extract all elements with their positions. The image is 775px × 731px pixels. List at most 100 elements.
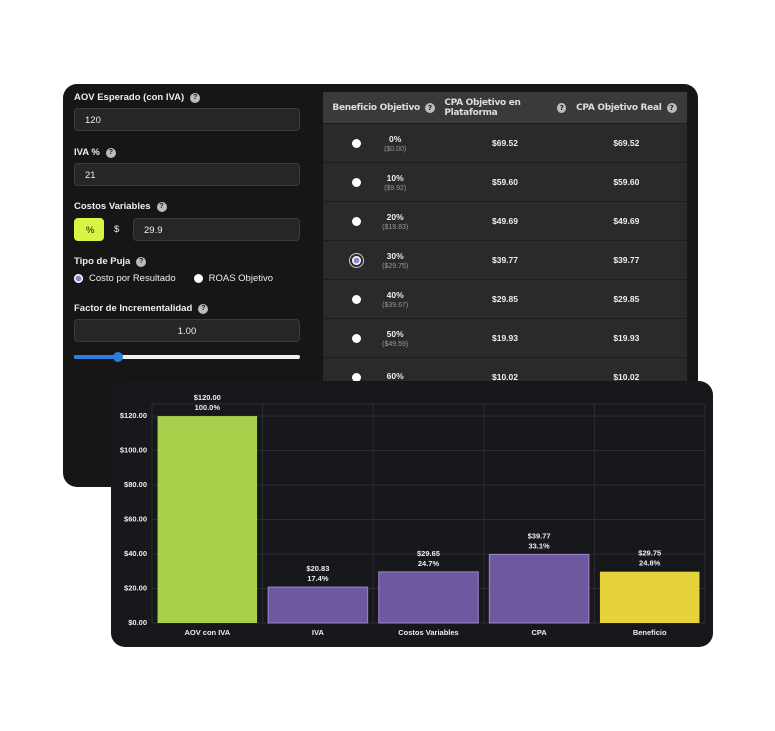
row-radio[interactable] [352, 333, 362, 343]
benefit-amount: ($29.75) [382, 262, 409, 270]
label-text: Factor de Incrementalidad [74, 303, 193, 314]
cpa-real: $29.85 [613, 294, 640, 304]
benefit-percent: 0% [389, 133, 402, 144]
benefit-amount: ($49.59) [382, 340, 409, 348]
cpa-real: $59.60 [613, 177, 640, 187]
label-text: IVA % [74, 147, 100, 158]
bar [267, 586, 369, 624]
table-row[interactable]: 40% ($39.67) $29.85 $29.85 [323, 279, 687, 318]
slider-thumb[interactable] [113, 352, 123, 362]
table-row[interactable]: 20% ($19.83) $49.69 $49.69 [323, 201, 687, 240]
help-icon[interactable]: ? [156, 201, 167, 212]
label-text: AOV Esperado (con IVA) [74, 92, 185, 103]
help-icon[interactable]: ? [136, 256, 147, 267]
benefit-cell: 40% ($39.67) [323, 280, 444, 318]
header-cell: CPA Objetivo Real? [566, 92, 687, 123]
cpa-real: $19.93 [613, 333, 640, 343]
row-radio[interactable] [349, 252, 365, 268]
help-icon[interactable]: ? [557, 102, 566, 113]
cpa-platform: $49.69 [491, 216, 518, 226]
y-tick-label: $20.00 [124, 583, 147, 592]
row-radio[interactable] [352, 372, 362, 382]
benefit-stack: 40% ($39.67) [375, 290, 415, 309]
unit-percent-button[interactable]: % [74, 218, 104, 241]
benefit-percent: 60% [386, 371, 404, 381]
row-radio[interactable] [352, 216, 362, 226]
help-icon[interactable]: ? [105, 147, 116, 158]
share-label: 24.8% [639, 559, 661, 568]
label-text: Tipo de Puja [74, 256, 131, 267]
cpa-platform: $39.77 [491, 255, 518, 265]
bar [599, 571, 700, 623]
table-row[interactable]: 30% ($29.75) $39.77 $39.77 [323, 240, 687, 279]
benefit-percent: 50% [386, 328, 404, 339]
cpa-platform: $19.93 [491, 333, 518, 343]
aov-input[interactable]: 120 [74, 108, 300, 131]
cpa-platform: $10.02 [491, 372, 518, 382]
table-row[interactable]: 10% ($9.92) $59.60 $59.60 [323, 162, 687, 201]
x-tick-label: CPA [531, 628, 547, 637]
slider-track[interactable] [74, 352, 300, 362]
x-tick-label: AOV con IVA [184, 628, 230, 637]
y-tick-label: $60.00 [124, 515, 147, 524]
help-icon[interactable]: ? [198, 303, 209, 314]
share-label: 24.7% [418, 559, 440, 568]
chart-panel: $0.00 $20.00 $40.00 $60.00 $80.00 $100.00 $120… [111, 381, 713, 647]
table-row[interactable]: 50% ($49.59) $19.93 $19.93 [323, 318, 687, 357]
cpa-platform: $59.60 [491, 177, 518, 187]
table-row[interactable]: 0% ($0.00) $69.52 $69.52 [323, 123, 687, 162]
share-label: 100.0% [195, 403, 221, 412]
chart: $0.00 $20.00 $40.00 $60.00 $80.00 $100.00 $120… [120, 393, 706, 637]
help-icon[interactable]: ? [190, 92, 201, 103]
iva-input[interactable]: 21 [74, 163, 300, 186]
field-label: Factor de Incrementalidad? [74, 303, 209, 314]
benefit-table: Beneficio Objetivo? CPA Objetivo en Plata… [323, 92, 687, 396]
field-label: Tipo de Puja? [74, 256, 147, 267]
benefit-cell: 30% ($29.75) [323, 241, 444, 279]
bar [378, 571, 479, 624]
factor-input[interactable]: 1.00 [74, 319, 300, 342]
header-text: Beneficio Objetivo [332, 102, 420, 113]
y-tick-label: $100.00 [120, 446, 147, 455]
field-label: AOV Esperado (con IVA)? [74, 92, 201, 103]
table-header: Beneficio Objetivo? CPA Objetivo en Plata… [323, 92, 687, 123]
radio[interactable] [193, 274, 203, 283]
label-text: Costos Variables [74, 201, 151, 212]
benefit-stack: 30% ($29.75) [375, 251, 415, 270]
header-cell: CPA Objetivo en Plataforma? [444, 92, 566, 123]
header-cell: Beneficio Objetivo? [323, 92, 444, 123]
cpa-real: $69.52 [613, 138, 640, 148]
row-radio[interactable] [352, 294, 362, 304]
radio[interactable] [74, 274, 83, 283]
value-label: $29.75 [638, 549, 661, 558]
header-text: CPA Objetivo en Plataforma [444, 97, 521, 118]
cpa-platform: $29.85 [491, 294, 518, 304]
benefit-cell: 60% [323, 358, 444, 396]
share-label: 17.4% [307, 574, 329, 583]
benefit-amount: ($9.92) [384, 184, 407, 192]
bar [157, 416, 258, 623]
header-text: CPA Objetivo Real [576, 102, 662, 113]
benefit-stack: 10% ($9.92) [375, 173, 415, 192]
row-radio[interactable] [352, 177, 362, 187]
benefit-amount: ($39.67) [382, 301, 409, 309]
y-tick-label: $80.00 [124, 480, 147, 489]
cpa-real: $49.69 [613, 216, 640, 226]
field-label: Costos Variables? [74, 201, 167, 212]
cpa-real: $10.02 [613, 372, 640, 382]
radio-option[interactable]: Costo por Resultado ROAS Objetivo [74, 273, 273, 284]
help-icon[interactable]: ? [666, 102, 677, 113]
unit-dollar-button[interactable]: $ [114, 224, 120, 235]
cpa-real: $39.77 [613, 255, 640, 265]
x-tick-label: Costos Variables [398, 628, 458, 637]
help-icon[interactable]: ? [424, 102, 435, 113]
benefit-cell: 0% ($0.00) [323, 124, 444, 162]
value-label: $20.83 [306, 564, 329, 573]
benefit-percent: 30% [386, 250, 404, 261]
costos-input[interactable]: 29.9 [133, 218, 300, 241]
row-radio[interactable] [352, 138, 362, 148]
benefit-stack: 0% ($0.00) [375, 134, 415, 153]
benefit-stack: 60% [375, 371, 415, 383]
x-tick-label: IVA [312, 628, 325, 637]
